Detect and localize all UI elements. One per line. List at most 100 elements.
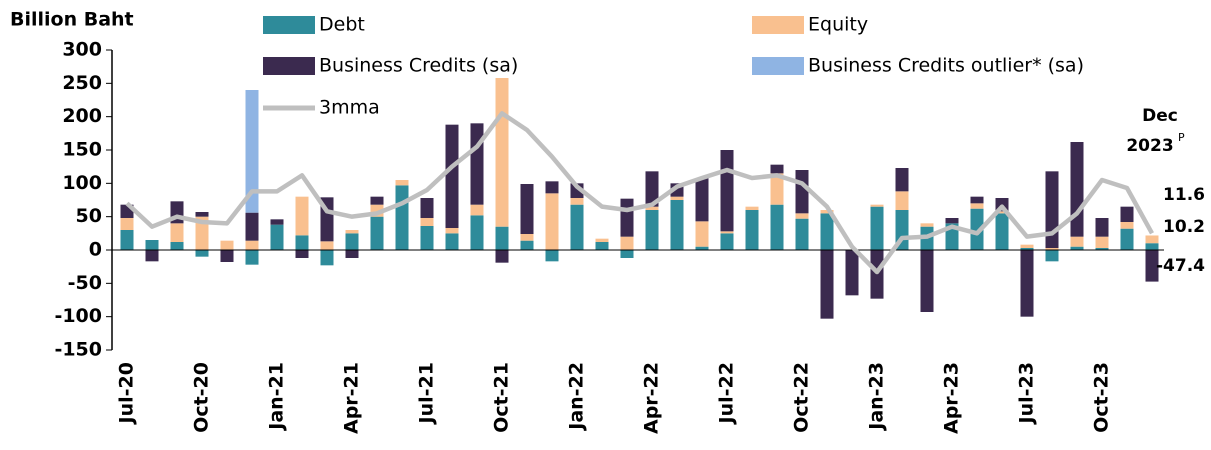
bar-segment bbox=[695, 246, 709, 250]
legend-swatch bbox=[752, 57, 804, 75]
bar-segment bbox=[520, 234, 534, 241]
bar-segment bbox=[320, 250, 334, 266]
bar-segment bbox=[270, 224, 284, 250]
bar-segment bbox=[520, 184, 534, 234]
bar-segment bbox=[445, 228, 459, 234]
legend-swatch bbox=[263, 16, 315, 34]
bar-segment bbox=[320, 241, 334, 250]
x-tick-label: Jul-23 bbox=[1016, 362, 1038, 425]
bar-segment bbox=[145, 250, 159, 262]
bar-segment bbox=[1095, 218, 1109, 237]
bar-segment bbox=[420, 198, 434, 218]
bar-segment bbox=[245, 240, 259, 250]
bar-segment bbox=[870, 206, 884, 250]
bar-segment bbox=[645, 171, 659, 207]
bar-segment bbox=[245, 250, 259, 265]
y-tick-label: 0 bbox=[89, 239, 102, 261]
bar-segment bbox=[795, 213, 809, 219]
bar-segment bbox=[845, 250, 859, 296]
y-tick-label: 100 bbox=[62, 172, 102, 194]
bar-segment bbox=[395, 185, 409, 250]
bar-segment bbox=[1120, 206, 1134, 222]
bar-segment bbox=[245, 212, 259, 241]
bar-segment bbox=[595, 242, 609, 250]
bar-segment bbox=[1070, 246, 1084, 250]
bar-segment bbox=[220, 240, 234, 250]
end-value-label: 10.2 bbox=[1163, 217, 1205, 237]
bar-segment bbox=[1120, 222, 1134, 229]
x-tick-label: Jul-20 bbox=[116, 362, 138, 425]
bar-segment bbox=[770, 164, 784, 174]
line-series bbox=[125, 111, 1154, 275]
x-tick-label: Oct-21 bbox=[491, 362, 513, 433]
x-tick-label: Oct-23 bbox=[1091, 362, 1113, 433]
x-tick-label: Jan-21 bbox=[266, 362, 288, 432]
bar-segment bbox=[620, 236, 634, 250]
bar-segment bbox=[645, 210, 659, 250]
x-tick-label: Apr-21 bbox=[341, 362, 363, 434]
bar-segment bbox=[1120, 228, 1134, 250]
bar-segment bbox=[245, 90, 259, 213]
bar-segment bbox=[570, 204, 584, 250]
bar-segment bbox=[970, 196, 984, 204]
bar-segment bbox=[1145, 235, 1159, 244]
bar-segment bbox=[195, 212, 209, 217]
bar-segment bbox=[920, 223, 934, 227]
bar-segment bbox=[1145, 243, 1159, 250]
y-tick-label: -150 bbox=[54, 339, 102, 361]
bar-segment bbox=[620, 198, 634, 237]
bar-segment bbox=[170, 242, 184, 250]
y-tick-label: 150 bbox=[62, 139, 102, 161]
bar-segment bbox=[495, 250, 509, 263]
bar-segment bbox=[1020, 248, 1034, 250]
bar-segment bbox=[595, 238, 609, 242]
bar-segment bbox=[820, 213, 834, 250]
bar-segment bbox=[770, 173, 784, 205]
bar-segment bbox=[1070, 142, 1084, 237]
annotation-year: 2023 bbox=[1126, 136, 1173, 156]
bar-segment bbox=[995, 211, 1009, 214]
x-tick-label: Oct-22 bbox=[791, 362, 813, 433]
bar-segment bbox=[120, 218, 134, 230]
legend-label: Business Credits outlier* (sa) bbox=[808, 55, 1084, 77]
bar-segment bbox=[545, 193, 559, 250]
bar-segment bbox=[870, 204, 884, 207]
bar-segment bbox=[1095, 236, 1109, 248]
legend-label: Equity bbox=[808, 14, 868, 36]
bar-segment bbox=[1045, 171, 1059, 248]
bar-segment bbox=[620, 250, 634, 258]
bar-segment bbox=[720, 150, 734, 232]
bar-segment bbox=[295, 196, 309, 236]
bar-segment bbox=[420, 226, 434, 250]
y-axis-title: Billion Baht bbox=[10, 9, 134, 31]
bar-segment bbox=[745, 206, 759, 210]
y-tick-label: 250 bbox=[62, 72, 102, 94]
bar-segment bbox=[695, 221, 709, 247]
bar-segment bbox=[945, 218, 959, 224]
bar-segment bbox=[1145, 250, 1159, 282]
bar-segment bbox=[895, 168, 909, 192]
bar-segment bbox=[1045, 250, 1059, 262]
bar-segment bbox=[1045, 248, 1059, 250]
bar-segment bbox=[520, 240, 534, 250]
y-tick-label: 50 bbox=[76, 205, 102, 227]
bar-segment bbox=[995, 213, 1009, 250]
bar-segment bbox=[645, 206, 659, 210]
bar-segment bbox=[920, 250, 934, 312]
x-tick-label: Jan-23 bbox=[866, 362, 888, 432]
bar-segment bbox=[545, 181, 559, 194]
bar-segment bbox=[820, 250, 834, 319]
bar-segment bbox=[295, 235, 309, 250]
x-tick-label: Apr-23 bbox=[941, 362, 963, 434]
legend-swatch bbox=[263, 57, 315, 75]
bar-segment bbox=[345, 233, 359, 250]
bar-segment bbox=[1020, 250, 1034, 317]
y-tick-label: -50 bbox=[68, 272, 102, 294]
legend-label: 3mma bbox=[319, 97, 380, 119]
bar-segment bbox=[220, 250, 234, 262]
bar-segment bbox=[670, 196, 684, 200]
bar-segment bbox=[145, 240, 159, 250]
bar-segment bbox=[795, 218, 809, 250]
y-tick-label: -100 bbox=[54, 305, 102, 327]
